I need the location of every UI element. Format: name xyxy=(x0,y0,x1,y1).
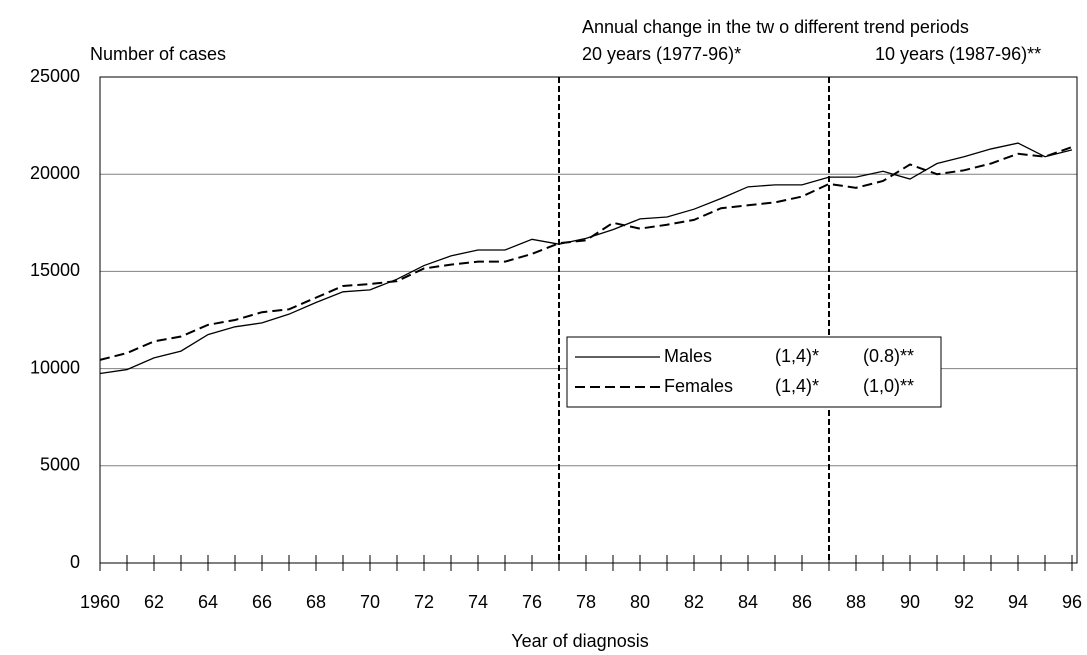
y-tick-label: 5000 xyxy=(40,455,80,475)
legend-value: (1,4)* xyxy=(775,346,819,366)
x-tick-label: 78 xyxy=(576,592,596,612)
y-axis-label: Number of cases xyxy=(90,44,226,64)
x-tick-label: 68 xyxy=(306,592,326,612)
period-label: 20 years (1977-96)* xyxy=(582,44,741,64)
x-tick-label: 70 xyxy=(360,592,380,612)
data-line xyxy=(99,146,1073,361)
x-tick-label: 74 xyxy=(468,592,488,612)
legend-value: (1,0)** xyxy=(863,376,914,396)
annotation: Annual change in the tw o different tren… xyxy=(582,17,969,37)
y-tick-label: 20000 xyxy=(30,163,80,183)
x-tick-label: 88 xyxy=(846,592,866,612)
x-tick-label: 62 xyxy=(144,592,164,612)
y-tick-label: 15000 xyxy=(30,260,80,280)
x-tick-label: 96 xyxy=(1062,592,1082,612)
x-tick-label: 82 xyxy=(684,592,704,612)
data-line xyxy=(99,142,1073,375)
y-tick-label: 0 xyxy=(70,552,80,572)
legend-value: (0.8)** xyxy=(863,346,914,366)
y-tick-label: 25000 xyxy=(30,66,80,86)
x-tick-label: 76 xyxy=(522,592,542,612)
legend xyxy=(566,336,942,408)
x-tick-label: 84 xyxy=(738,592,758,612)
x-tick-label: 64 xyxy=(198,592,218,612)
x-tick-label: 66 xyxy=(252,592,272,612)
x-tick-label: 72 xyxy=(414,592,434,612)
legend-value: (1,4)* xyxy=(775,376,819,396)
x-tick-label: 1960 xyxy=(80,592,120,612)
x-tick-label: 94 xyxy=(1008,592,1028,612)
plot-frame xyxy=(99,76,1078,564)
x-tick-label: 80 xyxy=(630,592,650,612)
y-tick-label: 10000 xyxy=(30,357,80,377)
x-axis-label: Year of diagnosis xyxy=(511,631,648,651)
x-tick-label: 92 xyxy=(954,592,974,612)
period-label: 10 years (1987-96)** xyxy=(875,44,1041,64)
legend-label: Males xyxy=(664,346,712,366)
x-tick-label: 90 xyxy=(900,592,920,612)
x-tick-label: 86 xyxy=(792,592,812,612)
legend-label: Females xyxy=(664,376,733,396)
